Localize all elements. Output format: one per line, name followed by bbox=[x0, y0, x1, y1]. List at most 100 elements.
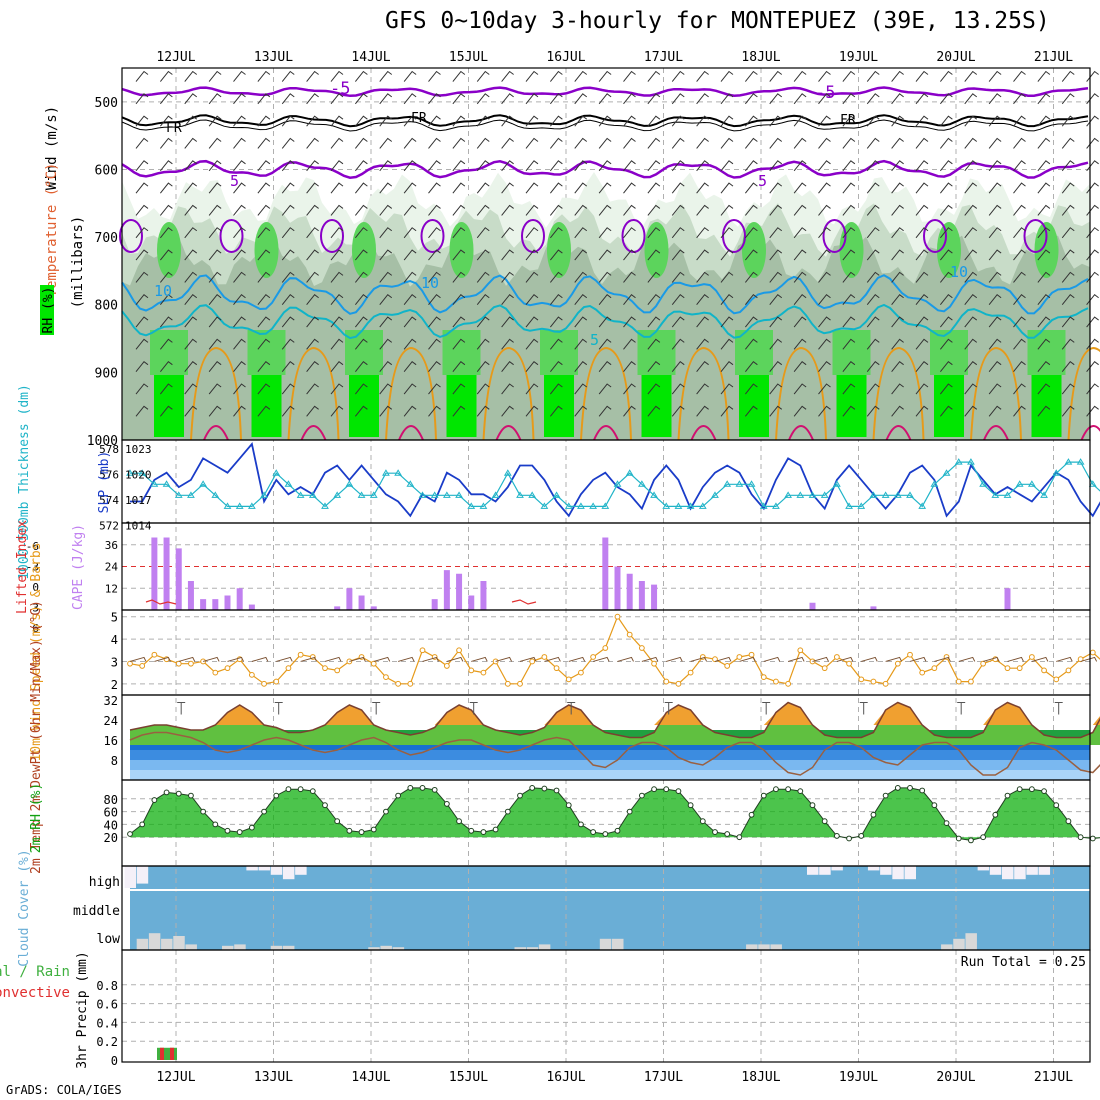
thickness-line-point bbox=[126, 469, 134, 476]
contour-label-10: 10 bbox=[421, 274, 439, 292]
wind-barb bbox=[428, 338, 441, 350]
rh-line-point bbox=[870, 811, 877, 818]
wind-barb bbox=[159, 204, 173, 216]
ylabel-total-rain: Total / Rain bbox=[0, 964, 70, 980]
cape-bar bbox=[443, 570, 450, 610]
wind-barb bbox=[915, 227, 929, 239]
rh-high-column bbox=[739, 375, 769, 437]
thickness-line-point bbox=[747, 480, 756, 487]
wind-barb bbox=[915, 360, 929, 372]
pressure-tick: 1000 bbox=[87, 434, 118, 449]
wind-barb bbox=[330, 137, 344, 149]
wind-speed-line-point bbox=[127, 660, 133, 667]
wind-10m-barb bbox=[422, 656, 439, 662]
rh-line-point bbox=[638, 792, 645, 799]
wind-barb bbox=[428, 271, 441, 283]
wind-barb bbox=[744, 182, 758, 194]
rh-line-point bbox=[358, 829, 365, 835]
cape-bar bbox=[151, 537, 158, 610]
thickness-line-point bbox=[601, 502, 610, 509]
rh-line-point bbox=[334, 818, 341, 825]
wind-barb bbox=[696, 249, 709, 261]
wind-barb bbox=[818, 271, 831, 283]
thickness-line-point bbox=[150, 480, 159, 487]
wind-barb bbox=[525, 271, 539, 283]
wind-barb bbox=[647, 160, 661, 172]
thickness-line-point bbox=[503, 469, 512, 476]
wind-barb bbox=[793, 338, 807, 350]
wind-barb bbox=[696, 360, 709, 372]
wind-barb bbox=[233, 160, 246, 172]
wind-barb bbox=[452, 405, 466, 417]
wind-barb bbox=[306, 294, 319, 306]
wind-barb bbox=[330, 249, 344, 261]
wind-10m-barb bbox=[544, 656, 561, 662]
wind-barb bbox=[720, 249, 734, 261]
date-label-top: 18JUL bbox=[741, 50, 780, 65]
thickness-line-point bbox=[930, 480, 939, 487]
wind-barb bbox=[306, 360, 319, 372]
isotherm-25-loop bbox=[398, 425, 424, 441]
date-label-bottom: 18JUL bbox=[741, 1070, 780, 1085]
slp-tick: 1017 bbox=[125, 494, 152, 507]
cape-bar bbox=[614, 566, 621, 610]
wind-barb bbox=[671, 271, 685, 283]
wind-barb bbox=[184, 137, 198, 149]
wind-barb bbox=[842, 182, 856, 194]
wind-barb bbox=[257, 271, 271, 283]
lifted-index-tick: -3 bbox=[26, 561, 39, 574]
wind-barb bbox=[184, 316, 198, 328]
cloud-level-middle: middle bbox=[73, 904, 120, 919]
wind-barb bbox=[720, 204, 734, 216]
wind-barb bbox=[598, 271, 612, 283]
wind-barb bbox=[915, 93, 929, 105]
wind-speed-line-point bbox=[773, 678, 779, 685]
wind-barb bbox=[403, 383, 417, 395]
wind-barb bbox=[525, 93, 539, 105]
wind-barb bbox=[1061, 70, 1075, 82]
wind-barb bbox=[842, 271, 856, 283]
wind-barb bbox=[964, 294, 978, 306]
wind-10m-barb bbox=[446, 656, 464, 662]
wind-barb bbox=[744, 160, 758, 172]
wind-speed-line-point bbox=[578, 669, 584, 676]
wind-barb bbox=[891, 383, 904, 395]
rh-mid-column bbox=[442, 330, 481, 375]
thickness-line-point bbox=[832, 480, 841, 487]
wind-barb bbox=[647, 405, 661, 417]
wind-barb bbox=[354, 383, 368, 395]
wind-barb bbox=[769, 137, 783, 149]
wind-barb bbox=[891, 405, 904, 417]
cloud-high-gap bbox=[295, 866, 307, 875]
wind-barb bbox=[476, 137, 490, 149]
rh-mid-column bbox=[930, 330, 968, 375]
data-layer bbox=[119, 70, 1100, 1060]
wind-barb bbox=[1061, 182, 1075, 194]
wind-barb bbox=[428, 137, 441, 149]
wind-10m-barb bbox=[471, 656, 488, 662]
rh-line-point bbox=[553, 787, 560, 794]
wind-barb bbox=[793, 204, 807, 216]
thickness-line-point bbox=[1027, 480, 1036, 487]
wind-barb bbox=[939, 70, 953, 82]
wind-barb bbox=[525, 249, 539, 261]
cloud-low-bar bbox=[758, 944, 770, 950]
date-label-top: 17JUL bbox=[644, 50, 683, 65]
wind-barb bbox=[1061, 137, 1075, 149]
wind-10m-barb bbox=[276, 656, 293, 662]
wind-barb bbox=[233, 182, 246, 194]
wind-barb bbox=[525, 204, 539, 216]
wind-barb bbox=[476, 160, 490, 172]
lifted-index-line bbox=[145, 599, 177, 605]
cape-bar bbox=[602, 537, 609, 610]
wind-barb bbox=[1086, 271, 1099, 283]
wind-barb bbox=[257, 405, 271, 417]
wind-barb bbox=[257, 137, 271, 149]
wind-barb bbox=[1086, 383, 1099, 395]
wind-barb bbox=[135, 115, 149, 127]
wind-barb bbox=[1037, 182, 1051, 194]
rh-line-point bbox=[139, 821, 146, 828]
temp-tick: 8 bbox=[111, 754, 118, 768]
wind-speed-line-point bbox=[456, 647, 462, 654]
cape-bar bbox=[334, 606, 341, 610]
